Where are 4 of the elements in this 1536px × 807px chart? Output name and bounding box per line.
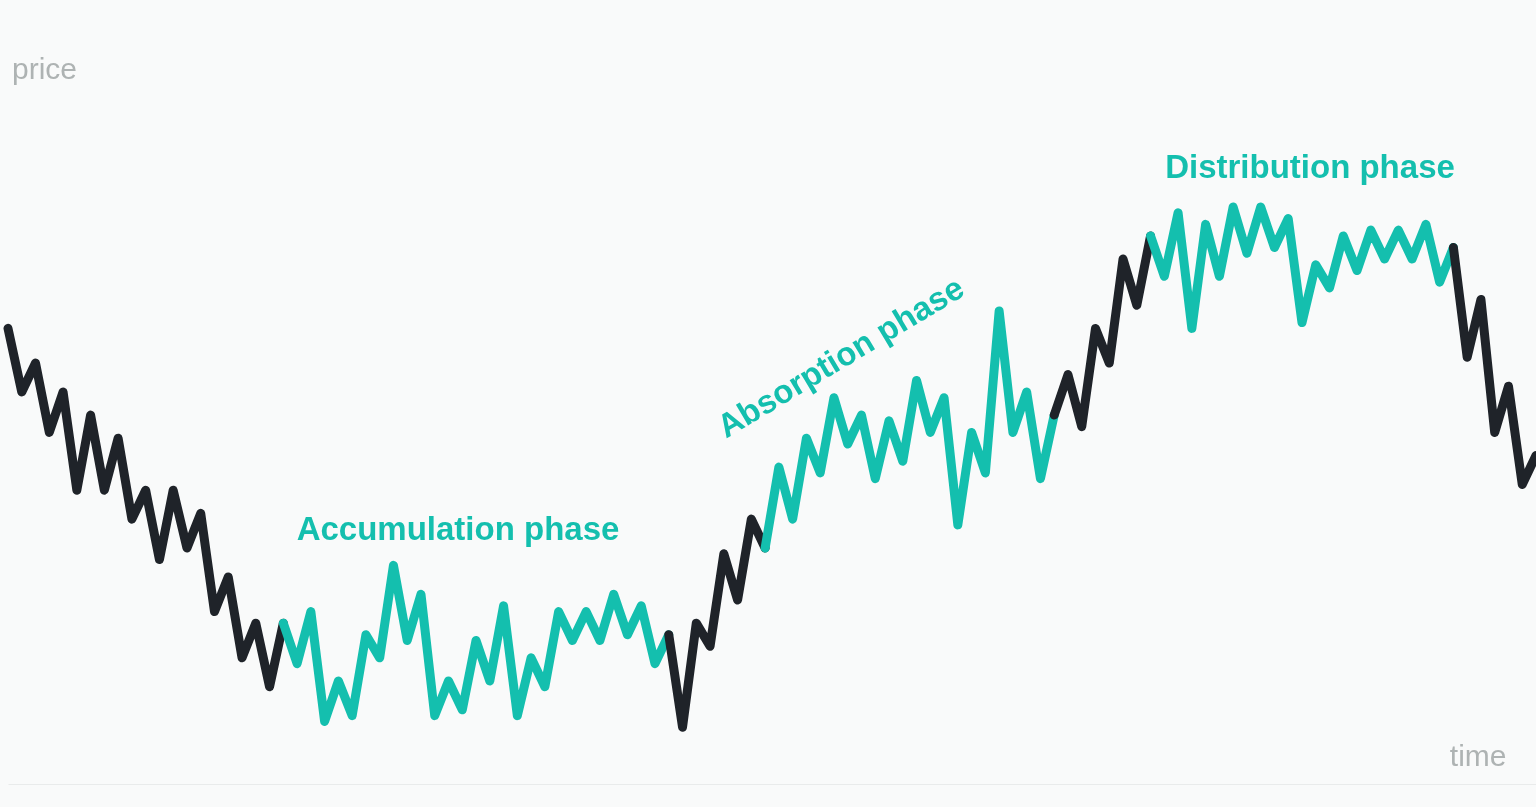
text: Distribution phase: [1165, 148, 1455, 185]
y-axis-title: price: [12, 52, 78, 85]
x-axis-title: time: [1449, 738, 1507, 772]
annotation: Accumulation phase: [296, 510, 620, 547]
